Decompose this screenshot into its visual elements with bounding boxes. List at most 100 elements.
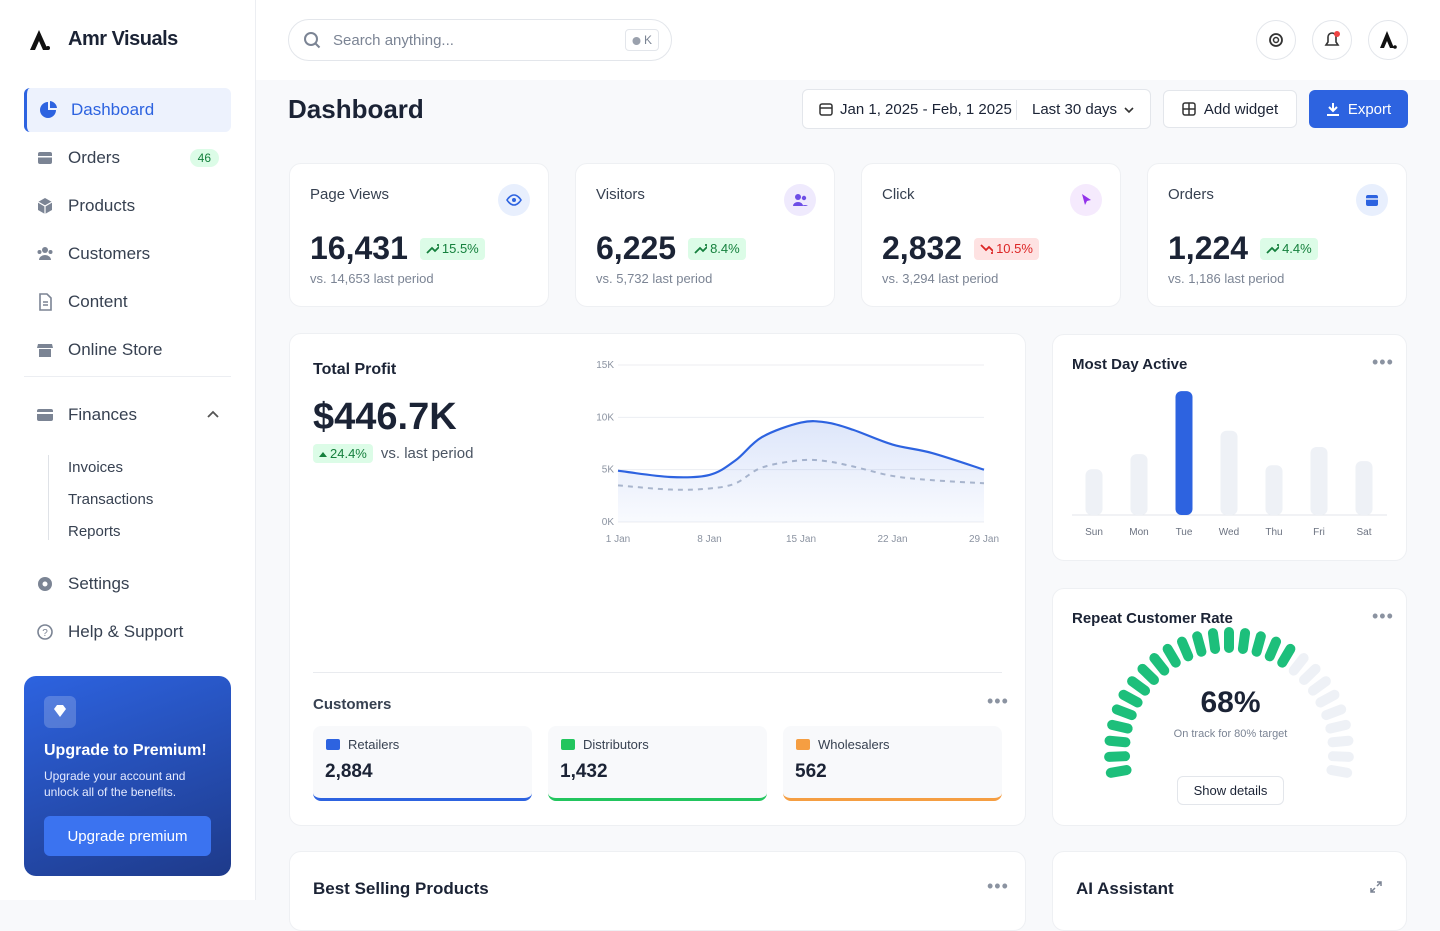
period: Last 30 days (1032, 101, 1118, 118)
premium-card: Upgrade to Premium! Upgrade your account… (24, 676, 231, 876)
nav-badge: 46 (189, 149, 219, 167)
nav-item[interactable]: Settings (24, 562, 231, 606)
icon (980, 243, 994, 254)
icon (1266, 243, 1280, 254)
icon (39, 293, 52, 311)
button-label: Export (1347, 100, 1392, 118)
stat-label: Visitors (596, 186, 645, 203)
export-button[interactable]: Export (1309, 90, 1408, 128)
change-text: 24.4% (330, 446, 367, 461)
sidebar: Amr Visuals Dashboard Orders 46 Products Cus… (0, 0, 256, 900)
nav-item[interactable]: Orders 46 (24, 136, 231, 180)
change-text: 15.5% (441, 241, 479, 256)
nav-item[interactable]: Online Store (24, 328, 231, 372)
more-button[interactable]: ••• (987, 691, 1009, 711)
icon (38, 577, 52, 591)
customer-card: Wholesalers 562 (783, 726, 1002, 801)
add-widget-button[interactable]: Add widget (1163, 90, 1297, 128)
nav-item[interactable]: ? Help & Support (24, 610, 231, 654)
gauge-subtitle: On track for 80% target (1173, 728, 1288, 740)
premium-button[interactable]: Upgrade premium (44, 816, 211, 856)
stat-row: 16,431 15.5% (310, 230, 485, 267)
premium-title: Upgrade to Premium! (44, 742, 207, 759)
icon (40, 101, 57, 118)
customer-swatch (796, 739, 810, 750)
avatar[interactable] (1368, 20, 1408, 60)
notifications-button[interactable] (1312, 20, 1352, 60)
stat-card: Click 2,832 10.5% vs. 3,294 last period (861, 163, 1121, 307)
nav-label: Customers (68, 244, 151, 263)
nav-item[interactable]: Content (24, 280, 231, 324)
customer-swatch (326, 739, 340, 750)
nav-label: Orders (68, 148, 120, 167)
card-title: Best Selling Products (313, 879, 489, 898)
logo-icon (30, 30, 50, 50)
stat-label: Click (882, 186, 915, 203)
icon (1366, 195, 1378, 206)
search-placeholder: Search anything... (333, 32, 454, 49)
change-text: 10.5% (996, 241, 1033, 256)
stat-card: Orders 1,224 4.4% vs. 1,186 last period (1147, 163, 1407, 307)
nav-finances[interactable]: Finances (24, 393, 231, 437)
card-title: AI Assistant (1076, 879, 1174, 898)
date-filter[interactable]: Jan 1, 2025 - Feb, 1 2025 Last 30 days (802, 89, 1151, 129)
show-details-button[interactable]: Show details (1177, 776, 1284, 805)
nav-item[interactable]: Dashboard (24, 88, 231, 132)
divider (24, 376, 231, 377)
change-text: 8.4% (710, 241, 740, 256)
shortcut-key: K (643, 33, 652, 47)
icon (426, 243, 439, 254)
customer-value: 2,884 (325, 761, 373, 782)
change-badge: 8.4% (688, 237, 746, 260)
icon (793, 194, 808, 206)
icon (37, 247, 53, 260)
chart-title: Most Day Active (1072, 356, 1188, 373)
profit-card: Total Profit $446.7K 24.4% vs. last perio… (289, 333, 1026, 826)
customers-title: Customers (313, 696, 392, 713)
change-text: 4.4% (1282, 241, 1312, 256)
submenu-item[interactable]: Reports (68, 523, 121, 540)
stat-icon (498, 184, 530, 216)
search-box[interactable]: Search anything... K (288, 19, 672, 61)
stat-row: 1,224 4.4% (1168, 230, 1318, 267)
submenu-item[interactable]: Invoices (68, 459, 124, 476)
chart-title: Repeat Customer Rate (1072, 610, 1233, 627)
customer-card: Distributors 1,432 (548, 726, 767, 801)
profit-change: 24.4% vs. last period (313, 444, 473, 463)
profit-value: $446.7K (313, 396, 457, 438)
more-button[interactable]: ••• (987, 876, 1009, 896)
divider (1016, 100, 1017, 120)
stat-row: 2,832 10.5% (882, 230, 1039, 267)
submenu-item[interactable]: Transactions (68, 491, 154, 508)
nav-item[interactable]: Products (24, 184, 231, 228)
assistant-card: AI Assistant (1052, 851, 1407, 931)
stat-icon (784, 184, 816, 216)
nav-item[interactable]: Customers (24, 232, 231, 276)
stat-value: 1,224 (1168, 230, 1249, 266)
more-button[interactable]: ••• (1372, 606, 1394, 626)
divider (313, 672, 1002, 673)
settings-button[interactable] (1256, 20, 1296, 60)
shortcut: K (625, 29, 659, 51)
profit-title: Total Profit (313, 361, 397, 378)
change-badge: 4.4% (1260, 237, 1318, 260)
customer-label: Retailers (348, 737, 400, 752)
nav-label: Products (68, 196, 136, 215)
change-badge: 24.4% (313, 444, 373, 463)
stat-value: 2,832 (882, 230, 963, 266)
expand-button[interactable] (1369, 880, 1383, 894)
more-button[interactable]: ••• (1372, 352, 1394, 372)
nav-label: Content (68, 292, 128, 311)
stat-label: Orders (1168, 186, 1214, 203)
nav-label: Finances (68, 405, 137, 424)
stat-compare: vs. 3,294 last period (882, 271, 999, 286)
date-range: Jan 1, 2025 - Feb, 1 2025 (840, 101, 1012, 118)
icon: ? (37, 624, 53, 640)
icon (38, 152, 52, 164)
stat-card: Page Views 16,431 15.5% vs. 14,653 last per… (289, 163, 549, 307)
customer-value: 562 (795, 761, 827, 782)
best-selling-card: Best Selling Products ••• (289, 851, 1026, 931)
button-label: Add widget (1203, 100, 1279, 118)
gauge-value: 68% (1200, 686, 1261, 719)
topbar: Search anything... K (256, 0, 1440, 80)
